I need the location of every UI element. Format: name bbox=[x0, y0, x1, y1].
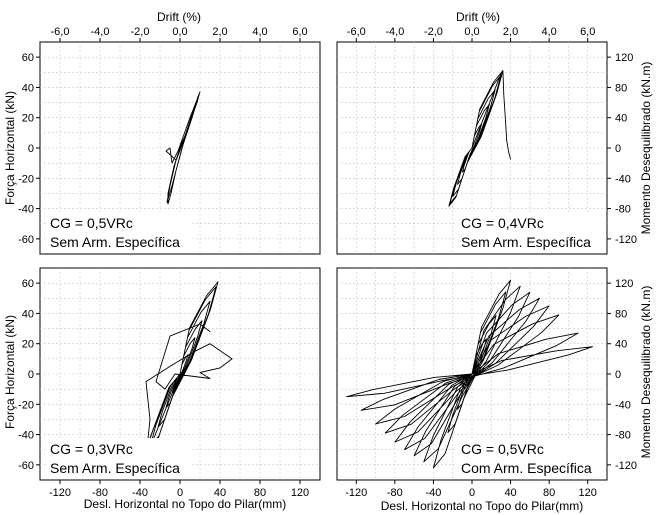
y2-tick-label: -120 bbox=[615, 234, 637, 246]
x-tick-label: 120 bbox=[291, 487, 309, 499]
drift-tick-label: -4,0 bbox=[91, 26, 110, 38]
x-tick-label: 120 bbox=[579, 487, 597, 499]
drift-tick-label: -4,0 bbox=[385, 26, 404, 38]
x-tick-label: -40 bbox=[425, 487, 441, 499]
y2-tick-label: -40 bbox=[615, 399, 631, 411]
drift-tick-label: 6,0 bbox=[292, 26, 307, 38]
drift-tick-label: 4,0 bbox=[541, 26, 556, 38]
annotation-box bbox=[46, 212, 192, 252]
annotation-load-ratio: CG = 0,4VRc bbox=[461, 215, 544, 231]
drift-tick-label: 2,0 bbox=[212, 26, 227, 38]
x-tick-label: -40 bbox=[132, 487, 148, 499]
drift-tick-label: -2,0 bbox=[424, 26, 443, 38]
y-axis-title-bottom-left: Força Horizontal (kN) bbox=[3, 315, 17, 429]
drift-tick-label: 0,0 bbox=[172, 26, 187, 38]
y-tick-label: -40 bbox=[18, 204, 34, 216]
y2-tick-label: 80 bbox=[615, 308, 627, 320]
y-axis-title-top-left: Força Horizontal (kN) bbox=[3, 91, 17, 205]
annotation-box bbox=[46, 438, 192, 478]
drift-tick-label: -2,0 bbox=[131, 26, 150, 38]
x-tick-label: -120 bbox=[49, 487, 71, 499]
annotation-reinforcement: Sem Arm. Específica bbox=[461, 234, 591, 250]
y2-tick-label: 40 bbox=[615, 113, 627, 125]
annotation-reinforcement: Sem Arm. Específica bbox=[50, 234, 180, 250]
y-tick-label: 20 bbox=[22, 339, 34, 351]
x-tick-label: 80 bbox=[543, 487, 555, 499]
hysteresis-curve bbox=[142, 281, 233, 465]
x-tick-label: -80 bbox=[92, 487, 108, 499]
y-tick-label: 0 bbox=[28, 369, 34, 381]
hysteresis-curve bbox=[165, 91, 201, 205]
chart-panel-bottom-right: -120 -80 -40 0 40 80 120 120 80 40 0 -40 -80 -120 CG =… bbox=[336, 267, 637, 499]
drift-tick-label: -6,0 bbox=[51, 26, 70, 38]
y-tick-label: -20 bbox=[18, 173, 34, 185]
x-tick-label: 0 bbox=[177, 487, 183, 499]
y-tick-label: -40 bbox=[18, 430, 34, 442]
y2-tick-label: 80 bbox=[615, 82, 627, 94]
y2-tick-label: -40 bbox=[615, 173, 631, 185]
drift-tick-label: 4,0 bbox=[252, 26, 267, 38]
annotation-reinforcement: Com Arm. Específica bbox=[461, 460, 592, 476]
y2-tick-label: 0 bbox=[615, 369, 621, 381]
y2-tick-label: -80 bbox=[615, 204, 631, 216]
y-tick-label: 40 bbox=[22, 82, 34, 94]
y-axis-title-top-right: Momento Desequilibrado (kN.m) bbox=[639, 62, 653, 235]
y2-tick-label: 40 bbox=[615, 339, 627, 351]
annotation-load-ratio: CG = 0,5VRc bbox=[50, 215, 133, 231]
y2-tick-label: 120 bbox=[615, 52, 633, 64]
chart-panel-top-left: -6,0 -4,0 -2,0 0,0 2,0 4,0 6,0 60 40 20 0 -20 -40 -60… bbox=[18, 26, 321, 255]
x-tick-label: -80 bbox=[387, 487, 403, 499]
annotation-box bbox=[457, 212, 603, 252]
top-axis-title-left: Drift (%) bbox=[157, 10, 201, 24]
annotation-load-ratio: CG = 0,5VRc bbox=[461, 441, 544, 457]
drift-tick-label: 6,0 bbox=[580, 26, 595, 38]
y-tick-label: 60 bbox=[22, 52, 34, 64]
top-axis-title-right: Drift (%) bbox=[456, 10, 500, 24]
x-tick-label: -120 bbox=[345, 487, 367, 499]
chart-panel-bottom-left: -120 -80 -40 0 40 80 120 60 40 20 0 -20 -40 -60 CG = 0… bbox=[18, 267, 321, 499]
x-tick-label: 0 bbox=[469, 487, 475, 499]
y-tick-label: 20 bbox=[22, 113, 34, 125]
bottom-axis-title-right: Desl. Horizontal no Topo do Pilar(mm) bbox=[381, 499, 584, 513]
annotation-load-ratio: CG = 0,3VRc bbox=[50, 441, 133, 457]
y-tick-label: -20 bbox=[18, 399, 34, 411]
y-axis-title-bottom-right: Momento Desequilibrado (kN.m) bbox=[639, 286, 653, 459]
x-tick-label: 80 bbox=[254, 487, 266, 499]
x-tick-label: 40 bbox=[214, 487, 226, 499]
y2-tick-label: -120 bbox=[615, 460, 637, 472]
y-tick-label: -60 bbox=[18, 234, 34, 246]
drift-tick-label: 0,0 bbox=[464, 26, 479, 38]
drift-tick-label: 2,0 bbox=[503, 26, 518, 38]
y2-tick-label: 120 bbox=[615, 278, 633, 290]
y2-tick-label: 0 bbox=[615, 143, 621, 155]
hysteresis-curve bbox=[448, 70, 512, 207]
y-tick-label: 0 bbox=[28, 143, 34, 155]
drift-tick-label: -6,0 bbox=[347, 26, 366, 38]
x-tick-label: 40 bbox=[504, 487, 516, 499]
chart-panel-top-right: -6,0 -4,0 -2,0 0,0 2,0 4,0 6,0 120 80 40 0 -40 -80 -1… bbox=[336, 26, 637, 255]
y-tick-label: 40 bbox=[22, 308, 34, 320]
annotation-box bbox=[457, 438, 603, 478]
bottom-axis-title-left: Desl. Horizontal no Topo do Pilar(mm) bbox=[84, 497, 287, 511]
y-tick-label: -60 bbox=[18, 460, 34, 472]
annotation-reinforcement: Sem Arm. Específica bbox=[50, 460, 180, 476]
y-tick-label: 60 bbox=[22, 278, 34, 290]
hysteresis-curve bbox=[346, 279, 593, 469]
y2-tick-label: -80 bbox=[615, 430, 631, 442]
